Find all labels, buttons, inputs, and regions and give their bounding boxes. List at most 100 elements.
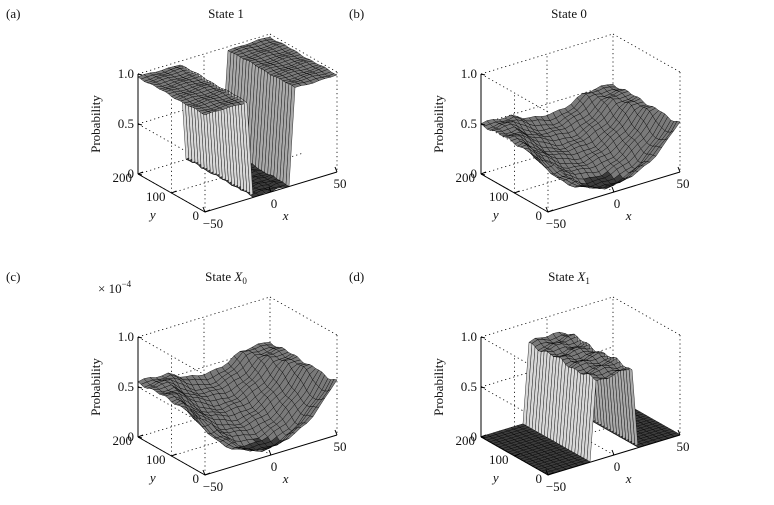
y-tick-label: 200 [456, 433, 476, 448]
z-tick-label: 0 [471, 429, 478, 444]
x-tick-mark [334, 166, 338, 173]
grid-line [612, 33, 681, 73]
z-tick-label: 0.5 [461, 116, 477, 131]
y-tick-mark [171, 453, 177, 457]
title-subscript: 1 [585, 276, 590, 286]
x-tick-label: 50 [334, 176, 347, 191]
title-text: State 0 [551, 6, 587, 21]
x-tick-mark [677, 166, 681, 173]
y-tick-label: 100 [146, 452, 166, 467]
y-tick-mark [171, 190, 177, 194]
x-axis-label: x [282, 471, 289, 486]
surface [480, 83, 681, 190]
panel-letter: (b) [349, 6, 364, 21]
grid-line [480, 296, 614, 338]
title-text: State [205, 269, 234, 284]
panel-letter: (c) [6, 269, 20, 284]
x-tick-mark [545, 469, 549, 476]
grid-line [269, 296, 338, 336]
z-tick-mark [480, 73, 486, 76]
z-tick-label: 0 [471, 166, 478, 181]
surface-cell [327, 73, 338, 78]
x-tick-label: 50 [677, 439, 690, 454]
x-tick-label: 0 [271, 459, 278, 474]
z-tick-label: 1.0 [118, 66, 134, 81]
surface-cell [670, 120, 681, 133]
z-tick-label: 0.5 [118, 379, 134, 394]
z-tick-label: 1.0 [118, 329, 134, 344]
y-axis-label: y [491, 207, 499, 222]
x-tick-mark [677, 429, 681, 436]
x-tick-label: 0 [271, 196, 278, 211]
x-axis-label: x [625, 471, 632, 486]
x-tick-mark [611, 186, 615, 193]
subplot-title: State X1 [548, 269, 590, 286]
surface [137, 36, 338, 198]
x-tick-mark [202, 206, 206, 213]
x-tick-label: −50 [203, 216, 223, 231]
y-tick-label: 0 [193, 208, 200, 223]
title-text: State [548, 269, 577, 284]
grid-line [612, 296, 681, 336]
grid-line [480, 33, 614, 75]
panel-letter: (a) [6, 6, 20, 21]
x-tick-mark [611, 449, 615, 456]
y-tick-label: 100 [146, 189, 166, 204]
y-axis-label: y [491, 470, 499, 485]
y-tick-label: 200 [456, 170, 476, 185]
x-tick-mark [545, 206, 549, 213]
x-tick-mark [202, 469, 206, 476]
y-tick-label: 200 [113, 433, 133, 448]
y-tick-mark [547, 209, 554, 213]
z-tick-label: 0.5 [461, 379, 477, 394]
x-axis-label: x [282, 208, 289, 223]
z-tick-label: 0.5 [118, 116, 134, 131]
grid-line [269, 33, 338, 73]
y-axis-label: y [148, 470, 156, 485]
x-tick-mark [268, 449, 272, 456]
z-tick-label: 0 [128, 166, 135, 181]
title-text: State 1 [208, 6, 244, 21]
grid-line [137, 296, 271, 338]
z-tick-mark [137, 386, 143, 389]
z-tick-label: 0 [128, 429, 135, 444]
x-tick-label: −50 [203, 479, 223, 494]
z-tick-mark [137, 123, 143, 126]
z-tick-label: 1.0 [461, 66, 477, 81]
grid-line [480, 73, 549, 113]
x-tick-label: −50 [546, 479, 566, 494]
z-tick-mark [480, 336, 486, 339]
x-axis-label: x [625, 208, 632, 223]
subplot-title: State 0 [551, 6, 587, 21]
scale-note-exponent: −4 [122, 279, 132, 289]
y-tick-mark [480, 434, 487, 438]
y-tick-label: 100 [489, 452, 509, 467]
z-axis-label: Probability [431, 95, 446, 153]
z-tick-mark [480, 386, 486, 389]
y-tick-mark [204, 472, 211, 476]
z-tick-mark [137, 336, 143, 339]
z-tick-mark [137, 73, 143, 76]
y-tick-mark [547, 472, 554, 476]
grid-line [137, 336, 206, 376]
title-var: X [233, 269, 243, 284]
y-tick-label: 0 [536, 208, 543, 223]
y-tick-label: 0 [193, 471, 200, 486]
y-axis-label: y [148, 207, 156, 222]
x-tick-mark [268, 186, 272, 193]
y-tick-mark [137, 171, 144, 175]
subplot-title: State 1 [208, 6, 244, 21]
scale-note: × 10−4 [98, 279, 132, 296]
y-tick-mark [204, 209, 211, 213]
y-tick-mark [514, 453, 520, 457]
y-tick-mark [480, 171, 487, 175]
x-tick-label: −50 [546, 216, 566, 231]
